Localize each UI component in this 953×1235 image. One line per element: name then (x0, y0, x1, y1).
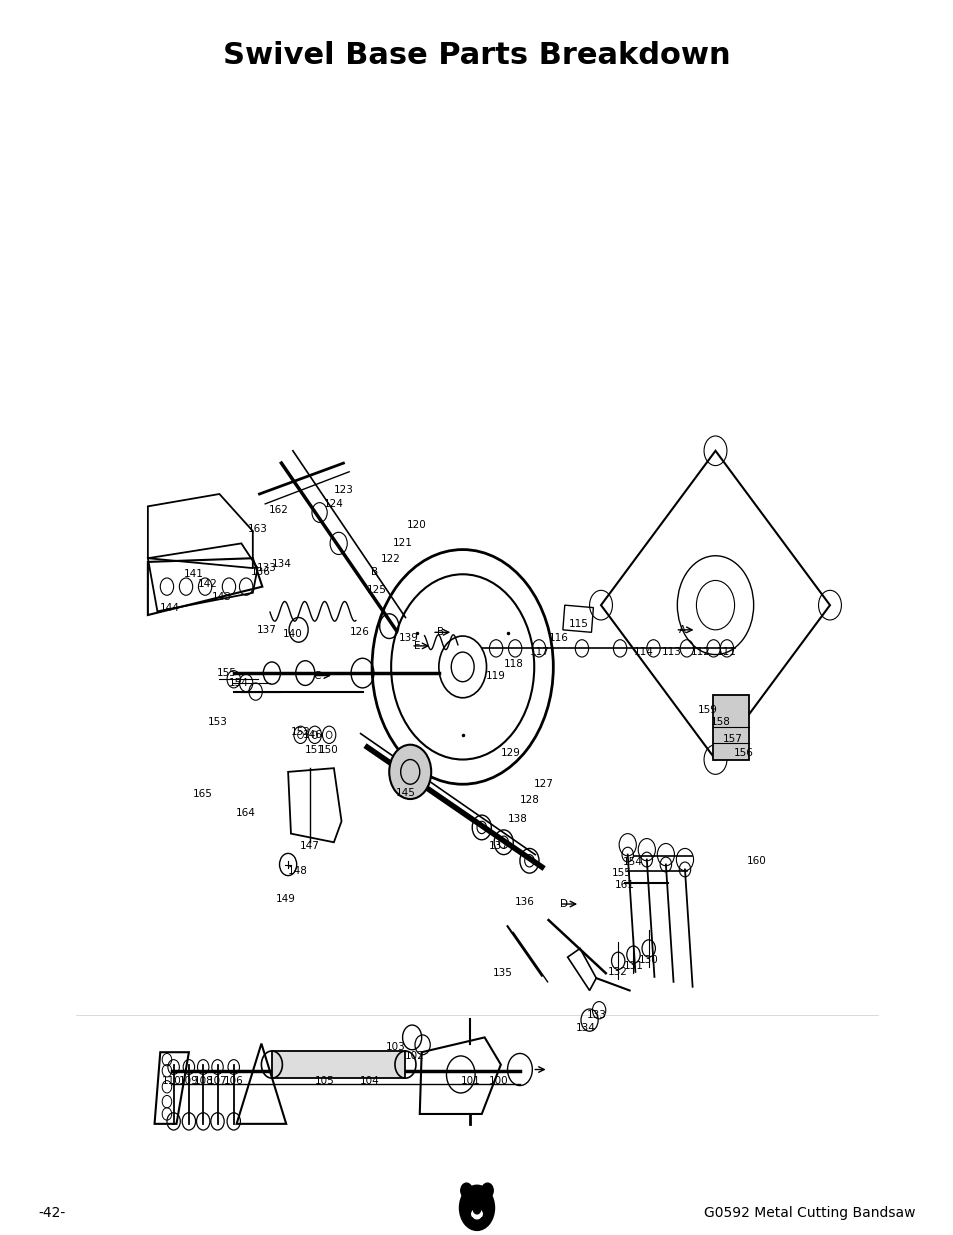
Text: Swivel Base Parts Breakdown: Swivel Base Parts Breakdown (223, 41, 730, 70)
Text: 127: 127 (534, 779, 553, 789)
Text: 161: 161 (615, 881, 634, 890)
Text: 145: 145 (395, 788, 415, 798)
Text: 126: 126 (350, 627, 369, 637)
Text: 104: 104 (360, 1076, 379, 1086)
Text: 148: 148 (288, 866, 307, 876)
Circle shape (459, 1186, 494, 1230)
Text: 133: 133 (587, 1010, 606, 1020)
Text: 134: 134 (576, 1023, 595, 1032)
Text: 164: 164 (236, 808, 255, 818)
Text: 140: 140 (283, 629, 302, 638)
Text: 142: 142 (198, 579, 217, 589)
Text: 152: 152 (291, 727, 310, 737)
Circle shape (473, 1204, 480, 1214)
Text: 137: 137 (489, 841, 508, 851)
Text: B: B (436, 627, 444, 637)
Text: 165: 165 (193, 789, 213, 799)
Text: 139: 139 (398, 634, 417, 643)
Text: 153: 153 (208, 718, 227, 727)
Text: 114: 114 (634, 647, 653, 657)
Text: 144: 144 (160, 603, 179, 613)
Text: 124: 124 (324, 499, 343, 509)
Text: -42-: -42- (38, 1205, 66, 1220)
Text: 131: 131 (623, 961, 642, 971)
Text: 143: 143 (212, 592, 231, 601)
Text: 162: 162 (269, 505, 288, 515)
Text: 119: 119 (486, 671, 505, 680)
Text: 117: 117 (530, 647, 549, 657)
Text: 157: 157 (722, 734, 741, 743)
Text: 118: 118 (503, 659, 522, 669)
Text: 112: 112 (691, 647, 710, 657)
Text: 136: 136 (515, 897, 534, 906)
Text: 150: 150 (319, 745, 338, 755)
Text: 108: 108 (193, 1076, 213, 1086)
Text: 160: 160 (746, 856, 765, 866)
Text: C: C (313, 671, 320, 680)
Text: 106: 106 (224, 1076, 243, 1086)
Bar (272, 1051, 405, 1078)
Text: 113: 113 (661, 647, 680, 657)
Text: 141: 141 (184, 569, 203, 579)
Text: 146: 146 (303, 730, 322, 740)
Text: 154: 154 (622, 857, 641, 867)
Text: 120: 120 (407, 520, 426, 530)
Text: 135: 135 (493, 968, 512, 978)
Text: D: D (559, 899, 567, 909)
Text: 125: 125 (367, 585, 386, 595)
Text: 130: 130 (639, 955, 658, 965)
Circle shape (460, 1183, 472, 1198)
Text: E: E (414, 641, 419, 651)
Bar (712, 695, 748, 760)
Text: 107: 107 (208, 1076, 227, 1086)
Text: 151: 151 (305, 745, 324, 755)
Text: 111: 111 (717, 647, 736, 657)
Text: 158: 158 (710, 718, 729, 727)
Text: 105: 105 (314, 1076, 334, 1086)
Text: 132: 132 (608, 967, 627, 977)
Text: G0592 Metal Cutting Bandsaw: G0592 Metal Cutting Bandsaw (703, 1205, 915, 1220)
Text: 147: 147 (300, 841, 319, 851)
Text: A: A (678, 625, 685, 635)
Text: 110: 110 (162, 1076, 181, 1086)
Text: 122: 122 (381, 555, 400, 564)
Ellipse shape (470, 1208, 483, 1220)
Text: 109: 109 (179, 1076, 198, 1086)
Text: 136: 136 (251, 567, 270, 577)
Text: 103: 103 (386, 1042, 405, 1052)
Text: 149: 149 (276, 894, 295, 904)
Text: 101: 101 (460, 1076, 479, 1086)
Text: 137: 137 (257, 625, 276, 635)
Text: B: B (371, 567, 378, 577)
Text: 155: 155 (217, 668, 236, 678)
Text: 133: 133 (257, 563, 276, 573)
Text: 128: 128 (519, 795, 538, 805)
Text: 116: 116 (549, 634, 568, 643)
Text: 134: 134 (272, 559, 291, 569)
Text: 129: 129 (500, 748, 519, 758)
Text: 155: 155 (612, 868, 631, 878)
Text: 102: 102 (405, 1051, 424, 1061)
Text: 121: 121 (393, 538, 412, 548)
Text: 115: 115 (569, 619, 588, 629)
Circle shape (481, 1183, 493, 1198)
Text: 100: 100 (489, 1076, 508, 1086)
Text: 138: 138 (508, 814, 527, 824)
Text: 123: 123 (334, 485, 353, 495)
Text: 154: 154 (229, 678, 248, 688)
Circle shape (389, 745, 431, 799)
Text: 156: 156 (734, 748, 753, 758)
Text: 163: 163 (248, 524, 267, 534)
Text: 159: 159 (698, 705, 717, 715)
